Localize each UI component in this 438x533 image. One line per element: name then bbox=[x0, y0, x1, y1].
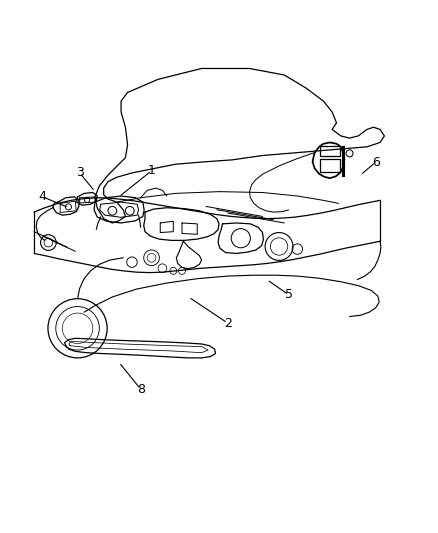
Text: 5: 5 bbox=[285, 288, 293, 301]
Text: 4: 4 bbox=[39, 190, 47, 204]
Text: 8: 8 bbox=[137, 383, 145, 395]
Text: 3: 3 bbox=[76, 166, 84, 180]
Text: 6: 6 bbox=[372, 156, 380, 168]
Text: 1: 1 bbox=[148, 164, 155, 177]
Text: 2: 2 bbox=[224, 317, 232, 329]
